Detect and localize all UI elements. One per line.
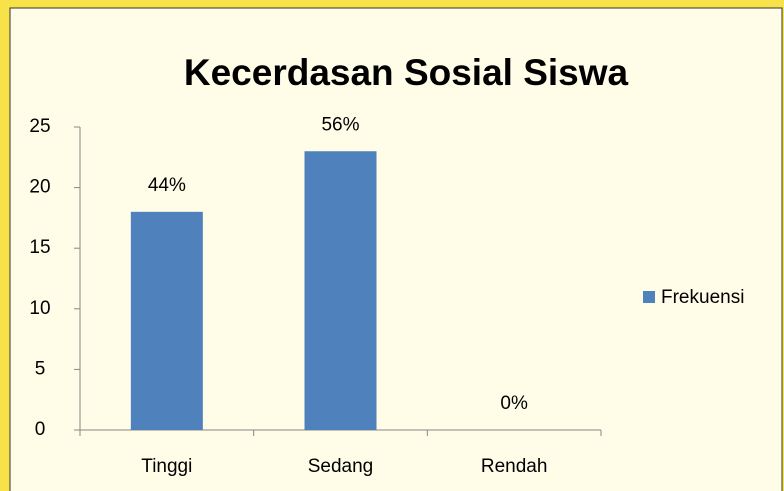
data-label: 44% [148,175,186,196]
bar [304,151,377,431]
y-tick-label: 25 [29,116,50,137]
legend-swatch [643,291,655,303]
y-tick-label: 0 [35,419,46,440]
y-tick-label: 5 [35,358,46,379]
bar [130,211,203,430]
data-label: 0% [500,393,528,414]
x-tick-label: Rendah [481,456,548,477]
y-tick-label: 10 [29,298,50,319]
x-tick-label: Tinggi [141,456,192,477]
legend-label: Frekuensi [661,287,744,308]
y-tick-label: 20 [29,177,50,198]
x-tick-label: Sedang [308,456,374,477]
data-label: 56% [321,114,359,135]
y-tick-label: 15 [29,237,50,258]
chart-title: Kecerdasan Sosial Siswa [184,52,629,93]
